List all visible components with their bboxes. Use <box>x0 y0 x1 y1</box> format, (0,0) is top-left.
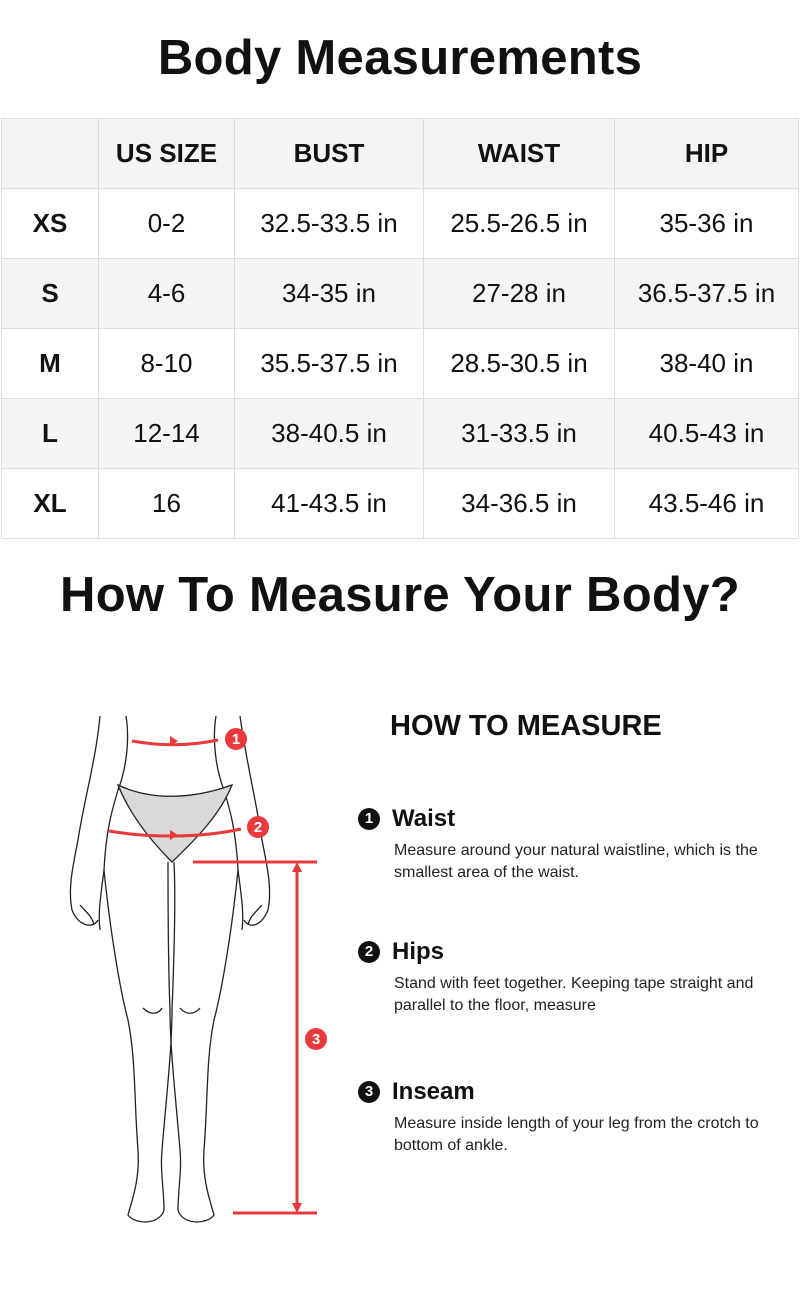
size-cell: XL <box>1 468 99 539</box>
table-cell: 27-28 in <box>423 258 615 329</box>
underwear-shape <box>116 783 234 863</box>
guide-item-hips: 2 Hips Stand with feet together. Keeping … <box>358 937 774 1017</box>
marker-3-icon <box>305 1028 327 1050</box>
header-cell: BUST <box>234 118 424 189</box>
waist-tape-line <box>131 738 219 747</box>
table-row: XS 0-2 32.5-33.5 in 25.5-26.5 in 35-36 i… <box>1 188 799 259</box>
header-cell: HIP <box>614 118 799 189</box>
table-cell: 12-14 <box>98 398 235 469</box>
size-table: US SIZE BUST WAIST HIP XS 0-2 32.5-33.5 … <box>1 118 799 539</box>
header-cell: US SIZE <box>98 118 235 189</box>
table-cell: 38-40.5 in <box>234 398 424 469</box>
guide-item-desc: Measure inside length of your leg from t… <box>394 1115 759 1154</box>
page-title: Body Measurements <box>157 31 643 85</box>
table-cell: 31-33.5 in <box>423 398 615 469</box>
arrow-up-icon <box>292 862 302 872</box>
table-cell: 16 <box>98 468 235 539</box>
guide-item-desc: Measure around your natural waistline, w… <box>394 842 758 881</box>
number-3-icon: 3 <box>358 1081 380 1103</box>
marker-2-label: 2 <box>254 819 262 836</box>
size-cell: XS <box>1 188 99 259</box>
table-row: XL 16 41-43.5 in 34-36.5 in 43.5-46 in <box>1 468 799 539</box>
table-cell: 43.5-46 in <box>614 468 799 539</box>
table-cell: 25.5-26.5 in <box>423 188 615 259</box>
table-cell: 4-6 <box>98 258 235 329</box>
table-cell: 36.5-37.5 in <box>614 258 799 329</box>
table-cell: 35.5-37.5 in <box>234 328 424 399</box>
table-cell: 8-10 <box>98 328 235 399</box>
table-cell: 0-2 <box>98 188 235 259</box>
header-cell <box>1 118 99 189</box>
table-cell: 34-35 in <box>234 258 424 329</box>
guide-item-title: Inseam <box>392 1078 475 1105</box>
guide-item-inseam: 3 Inseam Measure inside length of your le… <box>358 1077 774 1157</box>
header-cell: WAIST <box>423 118 615 189</box>
table-cell: 35-36 in <box>614 188 799 259</box>
table-cell: 34-36.5 in <box>423 468 615 539</box>
guide-heading: HOW TO MEASURE <box>390 710 662 742</box>
size-cell: L <box>1 398 99 469</box>
marker-1-icon <box>225 728 247 750</box>
body-figure-illustration: 1 2 3 <box>69 715 327 1223</box>
table-row: L 12-14 38-40.5 in 31-33.5 in 40.5-43 in <box>1 398 799 469</box>
table-cell: 40.5-43 in <box>614 398 799 469</box>
number-2-icon: 2 <box>358 941 380 963</box>
marker-3-label: 3 <box>312 1031 320 1048</box>
guide-item-desc: Stand with feet together. Keeping tape s… <box>394 975 754 1014</box>
table-row: S 4-6 34-35 in 27-28 in 36.5-37.5 in <box>1 258 799 329</box>
table-row: M 8-10 35.5-37.5 in 28.5-30.5 in 38-40 i… <box>1 328 799 399</box>
guide-item-waist: 1 Waist Measure around your natural waist… <box>358 804 774 884</box>
table-header-row: US SIZE BUST WAIST HIP <box>1 118 799 189</box>
size-cell: S <box>1 258 99 329</box>
guide-item-title: Hips <box>392 938 445 965</box>
marker-2-icon <box>247 816 269 838</box>
size-cell: M <box>1 328 99 399</box>
table-cell: 41-43.5 in <box>234 468 424 539</box>
guide-item-title: Waist <box>392 805 456 832</box>
marker-1-label: 1 <box>232 731 240 748</box>
table-cell: 28.5-30.5 in <box>423 328 615 399</box>
table-cell: 38-40 in <box>614 328 799 399</box>
number-1-icon: 1 <box>358 808 380 830</box>
section-title: How To Measure Your Body? <box>60 568 740 622</box>
arrow-down-icon <box>292 1203 302 1213</box>
table-cell: 32.5-33.5 in <box>234 188 424 259</box>
